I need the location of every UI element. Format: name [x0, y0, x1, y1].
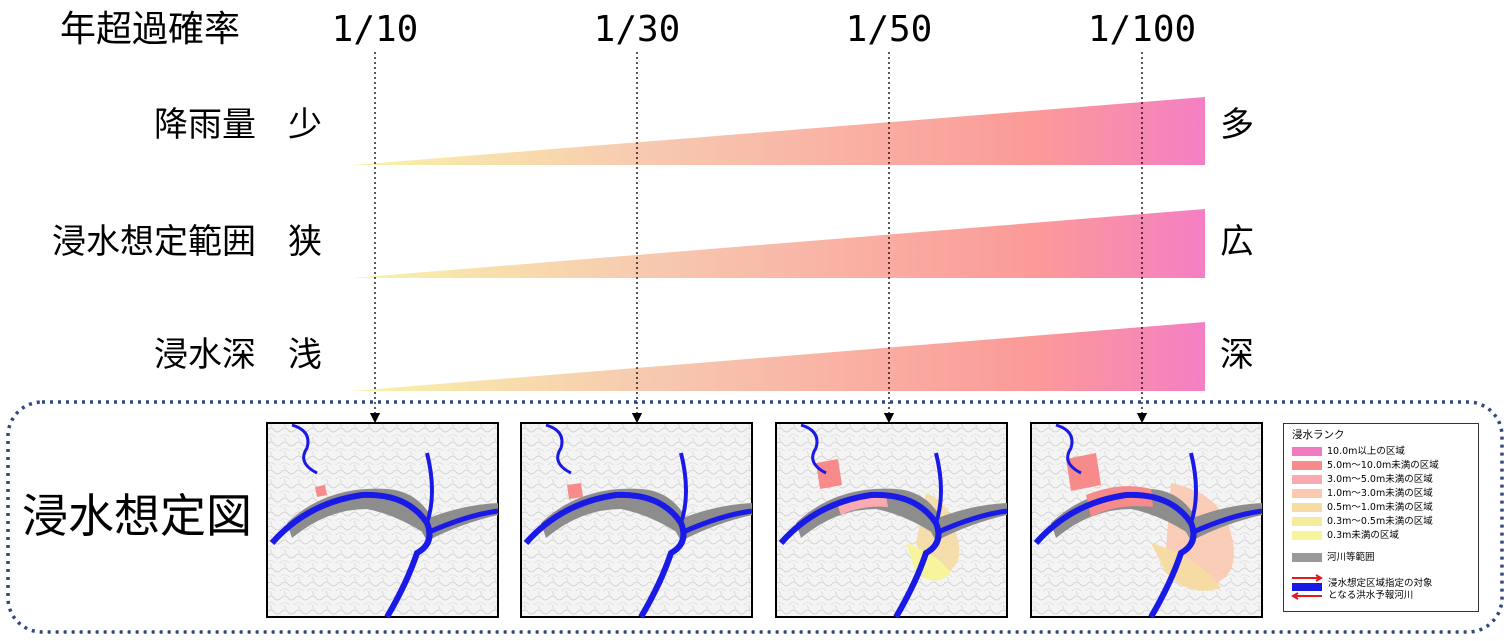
legend-item: 0.3m～0.5m未満の区域 [1292, 515, 1433, 527]
legend-item: 河川等範囲 [1292, 551, 1375, 563]
inundation-map-1-100 [1030, 422, 1263, 619]
inundation-map-1-50 [775, 422, 1008, 619]
legend-item-label: 1.0m～3.0m未満の区域 [1327, 487, 1433, 499]
row-label-inundation-depth: 浸水深 [154, 335, 256, 375]
area-gradient-wedge [352, 209, 1205, 278]
legend-swatch [1292, 552, 1322, 562]
legend-item: 0.3m未満の区域 [1292, 529, 1399, 541]
legend-item-label: 5.0m～10.0m未満の区域 [1327, 459, 1439, 471]
probability-1-10: 1/10 [331, 9, 419, 50]
area-low-label: 狭 [288, 222, 322, 262]
legend-item: 3.0m～5.0m未満の区域 [1292, 473, 1433, 485]
map-section-border [6, 400, 1504, 634]
legend-item: 1.0m～3.0m未満の区域 [1292, 487, 1433, 499]
rainfall-low-label: 少 [288, 105, 322, 145]
river-legend-symbol [1291, 574, 1323, 600]
legend-item-label: 3.0m～5.0m未満の区域 [1327, 473, 1433, 485]
area-high-label: 広 [1220, 222, 1254, 262]
legend-swatch [1292, 488, 1322, 498]
legend-swatch [1292, 502, 1322, 512]
rainfall-gradient-wedge [352, 97, 1205, 165]
axis-label-annual-exceedance: 年超過確率 [60, 9, 241, 50]
legend-item-label: 0.3m～0.5m未満の区域 [1327, 515, 1433, 527]
legend-item: 0.5m～1.0m未満の区域 [1292, 501, 1433, 513]
row-label-rainfall: 降雨量 [154, 105, 256, 145]
legend-item-label: 0.5m～1.0m未満の区域 [1327, 501, 1433, 513]
row-label-inundation-area: 浸水想定範囲 [52, 222, 256, 262]
legend-item-label: 河川等範囲 [1327, 551, 1375, 563]
river-legend-label-1: 浸水想定区域指定の対象 [1328, 578, 1433, 589]
legend-item-label: 0.3m未満の区域 [1327, 529, 1399, 541]
probability-1-50: 1/50 [845, 9, 933, 50]
legend: 浸水ランク 10.0m以上の区域 5.0m～10.0m未満の区域 3.0m～5.… [1283, 423, 1479, 612]
legend-swatch [1292, 516, 1322, 526]
depth-gradient-wedge [352, 322, 1205, 391]
legend-item-label: 10.0m以上の区域 [1327, 445, 1405, 457]
legend-item: 5.0m～10.0m未満の区域 [1292, 459, 1439, 471]
river-legend-label-2: となる洪水予報河川 [1328, 590, 1414, 601]
inundation-map-1-10 [266, 422, 499, 619]
depth-low-label: 浅 [288, 335, 322, 375]
map-section-title: 浸水想定図 [22, 489, 252, 543]
legend-swatch [1292, 446, 1322, 456]
probability-1-30: 1/30 [593, 9, 681, 50]
depth-high-label: 深 [1220, 335, 1254, 375]
legend-item: 10.0m以上の区域 [1292, 445, 1405, 457]
legend-swatch [1292, 474, 1322, 484]
legend-title: 浸水ランク [1292, 429, 1345, 441]
legend-swatch [1292, 530, 1322, 540]
rainfall-high-label: 多 [1220, 105, 1254, 145]
legend-swatch [1292, 460, 1322, 470]
inundation-map-1-30 [520, 422, 753, 619]
probability-1-100: 1/100 [1087, 9, 1197, 50]
